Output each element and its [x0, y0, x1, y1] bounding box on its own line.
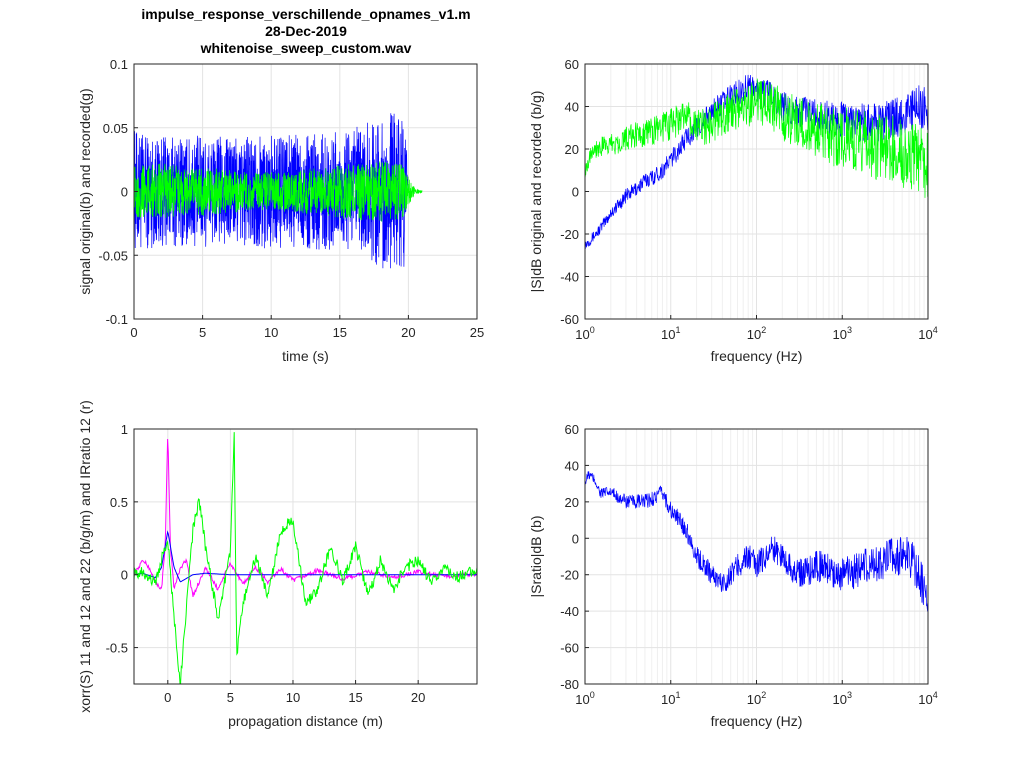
x-axis-label: frequency (Hz) — [711, 348, 803, 364]
series-blue-line — [585, 471, 928, 612]
figure-title-line-3: whitenoise_sweep_custom.wav — [200, 40, 412, 56]
x-tick-label: 15 — [333, 325, 347, 340]
x-tick-label: 101 — [661, 690, 680, 707]
x-tick-label: 103 — [833, 690, 852, 707]
y-tick-label: 0 — [121, 185, 128, 200]
x-tick-label: 102 — [747, 690, 766, 707]
x-tick-label: 10 — [286, 690, 300, 705]
series-green-trace — [134, 161, 423, 222]
x-tick-label: 0 — [164, 690, 171, 705]
x-axis-label: propagation distance (m) — [228, 713, 383, 729]
y-tick-label: -60 — [560, 641, 579, 656]
data-layer — [134, 432, 477, 684]
y-axis-label: |Sratio|dB (b) — [528, 516, 544, 598]
x-tick-label: 10 — [264, 325, 278, 340]
y-tick-label: 0.05 — [103, 121, 128, 136]
x-tick-label: 20 — [411, 690, 425, 705]
x-tick-label: 15 — [348, 690, 362, 705]
axes-box — [133, 428, 478, 685]
y-tick-label: 1 — [121, 422, 128, 437]
y-tick-label: 60 — [565, 57, 579, 72]
subplot-4: 100 101 102 103 104 -80 -60 -40 -20 0 20 40 60 freque… — [528, 422, 938, 729]
data-layer — [585, 471, 928, 612]
y-tick-label: -80 — [560, 677, 579, 692]
x-tick-label: 102 — [747, 325, 766, 342]
subplot-3: 0 5 10 15 20 -0.5 0 0.5 1 propagation distance (m… — [77, 400, 478, 729]
data-layer — [585, 74, 928, 250]
y-tick-label: -40 — [560, 270, 579, 285]
y-tick-label: -0.05 — [98, 248, 128, 263]
x-tick-label: 103 — [833, 325, 852, 342]
y-tick-label: -20 — [560, 227, 579, 242]
y-tick-label: -40 — [560, 604, 579, 619]
y-tick-label: 0 — [572, 185, 579, 200]
x-tick-label: 5 — [199, 325, 206, 340]
series-blue-trace — [134, 113, 409, 269]
x-tick-label: 0 — [130, 325, 137, 340]
x-axis-label: frequency (Hz) — [711, 713, 803, 729]
x-tick-label: 100 — [575, 325, 594, 342]
x-tick-label: 100 — [575, 690, 594, 707]
x-tick-label: 5 — [227, 690, 234, 705]
series-blue-line — [134, 530, 477, 583]
subplot-2: 100 101 102 103 104 -60 -40 -20 0 20 40 60 frequency… — [528, 57, 938, 364]
subplot-1: 0 5 10 15 20 25 -0.1 -0.05 0 0.05 0.1 time (s) signa… — [77, 57, 484, 364]
y-tick-label: 0.5 — [110, 495, 128, 510]
series-green-line — [134, 432, 477, 684]
y-axis-label: signal original(b) and recorded(g) — [77, 88, 93, 294]
series-blue-line — [585, 74, 928, 250]
grid-lines — [134, 428, 477, 684]
y-tick-label: 40 — [565, 100, 579, 115]
y-tick-label: 0.1 — [110, 57, 128, 72]
y-tick-label: 20 — [565, 495, 579, 510]
y-tick-label: -0.1 — [106, 312, 128, 327]
y-tick-label: 20 — [565, 142, 579, 157]
x-tick-label: 104 — [918, 690, 937, 707]
y-tick-label: -0.5 — [106, 641, 128, 656]
y-tick-label: 60 — [565, 422, 579, 437]
y-tick-label: 40 — [565, 458, 579, 473]
y-axis-label: |S|dB original and recorded (b/g) — [528, 91, 544, 293]
y-axis-label: xorr(S) 11 and 12 and 22 (b/g/m) and IRr… — [77, 400, 93, 713]
y-tick-label: 0 — [572, 531, 579, 546]
y-tick-label: 0 — [121, 568, 128, 583]
x-tick-label: 20 — [401, 325, 415, 340]
x-axis-label: time (s) — [282, 348, 329, 364]
series-green-line — [585, 78, 928, 198]
figure-title-line-1: impulse_response_verschillende_opnames_v… — [141, 6, 471, 22]
x-tick-label: 25 — [470, 325, 484, 340]
series-magenta-line — [134, 438, 477, 597]
x-tick-label: 101 — [661, 325, 680, 342]
y-tick-label: -60 — [560, 312, 579, 327]
x-tick-label: 104 — [918, 325, 937, 342]
figure-title-line-2: 28-Dec-2019 — [265, 23, 347, 39]
y-tick-label: -20 — [560, 568, 579, 583]
data-layer — [134, 113, 423, 269]
